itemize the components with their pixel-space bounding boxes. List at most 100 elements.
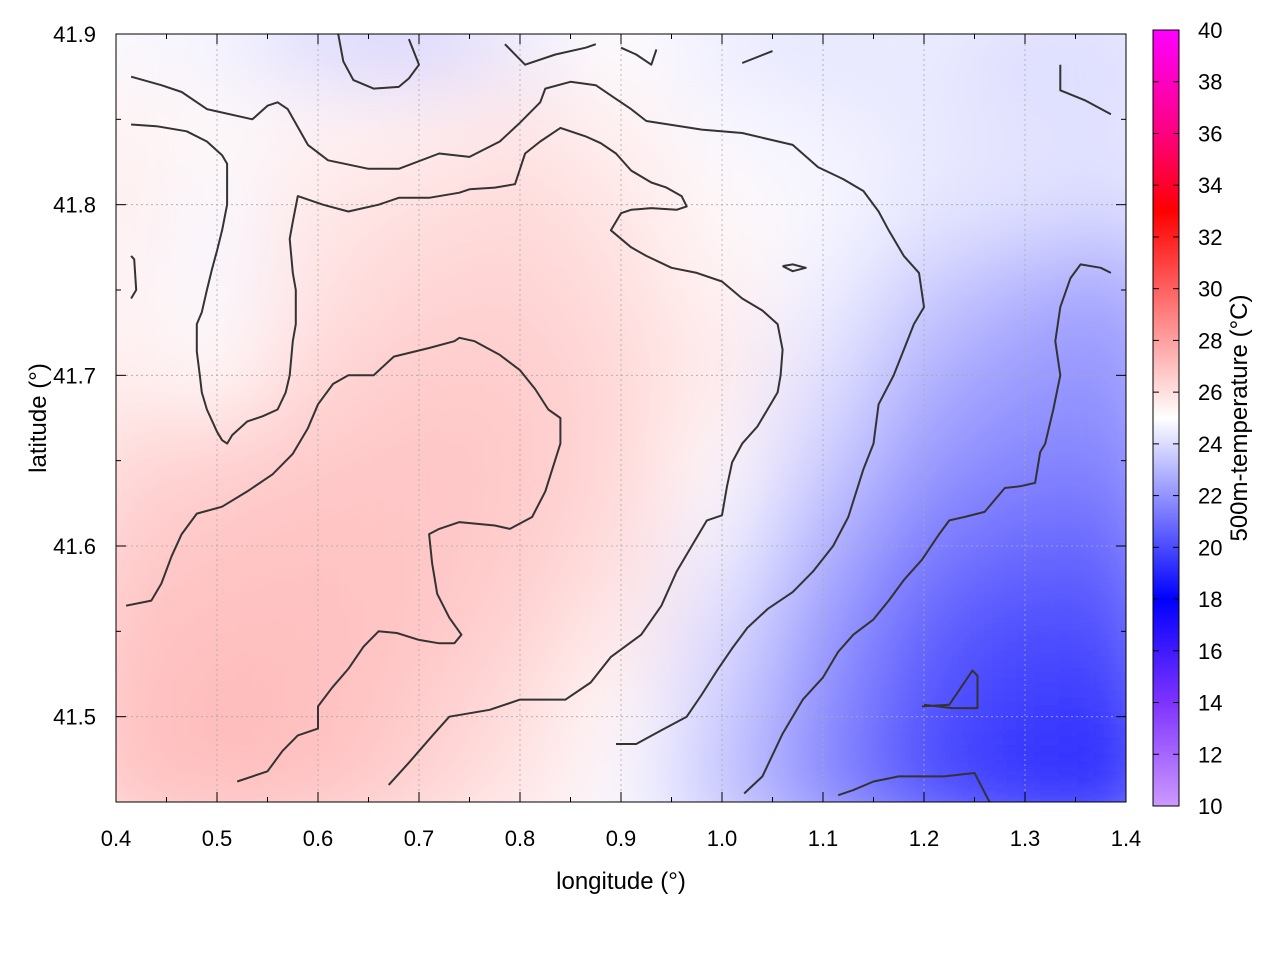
x-tick-label: 0.5: [202, 826, 233, 851]
heatmap-cell: [368, 162, 471, 249]
colorbar-tick-label: 30: [1198, 277, 1222, 302]
y-tick-label: 41.6: [53, 534, 96, 559]
heatmap-cell: [469, 418, 572, 505]
colorbar-tick-label: 22: [1198, 484, 1222, 509]
grid: [116, 34, 1126, 802]
heatmap-cell: [267, 503, 370, 590]
heatmap-cell: [974, 588, 1077, 675]
heatmap-cell: [873, 418, 976, 505]
heatmap-cell: [267, 247, 370, 334]
colorbar-tick-label: 18: [1198, 587, 1222, 612]
colorbar-tick-label: 16: [1198, 639, 1222, 664]
heatmap-cell: [974, 247, 1077, 334]
contour-lines: [125, 34, 1112, 802]
contour-line: [337, 34, 420, 90]
contour-line: [620, 46, 658, 66]
heatmap-cell: [671, 503, 774, 590]
heatmap-cell: [570, 418, 673, 505]
heatmap-cell: [368, 247, 471, 334]
y-axis: 41.5 41.6 41.7 41.8 41.9: [53, 22, 1126, 803]
heatmap-cell: [974, 503, 1077, 590]
heatmap-cell: [873, 76, 976, 163]
heatmap-cell: [469, 588, 572, 675]
contour-line: [743, 263, 1112, 795]
colorbar-tick-label: 12: [1198, 742, 1222, 767]
temperature-field: [116, 34, 1126, 802]
heatmap-cell: [974, 674, 1077, 761]
contour-line: [1059, 64, 1112, 116]
heatmap-cell: [570, 674, 673, 761]
x-tick-label: 1.1: [808, 826, 839, 851]
x-tick-label: 1.4: [1111, 826, 1142, 851]
heatmap-cell: [570, 162, 673, 249]
heatmap-cell: [267, 588, 370, 675]
colorbar-tick-label: 20: [1198, 535, 1222, 560]
heatmap-cell: [116, 34, 168, 78]
heatmap-cell: [772, 588, 875, 675]
heatmap-cell: [772, 332, 875, 419]
contour-line: [504, 43, 597, 66]
heatmap-cell: [368, 332, 471, 419]
heatmap-cell: [368, 503, 471, 590]
heatmap-cell: [873, 588, 976, 675]
colorbar-tick-label: 38: [1198, 70, 1222, 95]
colorbar: 10 12 14 16 18 20 22 24 26 28 30 32 34 36 38 40: [1152, 18, 1222, 819]
heatmap-cell: [116, 759, 168, 802]
heatmap-cell: [267, 76, 370, 163]
colorbar-tick-label: 26: [1198, 380, 1222, 405]
heatmap-cell: [772, 162, 875, 249]
colorbar-tick-label: 40: [1198, 18, 1222, 43]
heatmap-cell: [469, 247, 572, 334]
heatmap-cell: [469, 503, 572, 590]
colorbar-tick-label: 32: [1198, 225, 1222, 250]
heatmap-cell: [671, 162, 774, 249]
heatmap-cell: [671, 76, 774, 163]
heatmap-cell: [570, 76, 673, 163]
heatmap-cell: [166, 247, 269, 334]
heatmap-cell: [671, 674, 774, 761]
y-tick-label: 41.5: [53, 705, 96, 730]
x-tick-label: 1.3: [1010, 826, 1041, 851]
heatmap-cell: [772, 674, 875, 761]
heatmap-cell: [267, 418, 370, 505]
contour-line: [131, 123, 784, 786]
heatmap-cell: [873, 332, 976, 419]
heatmap-cell: [166, 588, 269, 675]
x-axis: 0.4 0.5 0.6 0.7 0.8 0.9 1.0 1.1 1.2 1.3 1.4: [101, 34, 1142, 851]
contour-line: [130, 75, 925, 745]
heatmap-cell: [166, 162, 269, 249]
contour-line: [837, 772, 991, 802]
heatmap-cell: [671, 247, 774, 334]
heatmap-cell: [671, 418, 774, 505]
heatmap-cell: [570, 247, 673, 334]
y-tick-label: 41.9: [53, 22, 96, 47]
heatmap-cell: [974, 162, 1077, 249]
heatmap-cell: [1075, 34, 1126, 78]
y-axis-label: latitude (°): [25, 363, 52, 473]
colorbar-tick-label: 14: [1198, 691, 1222, 716]
heatmap-cell: [166, 332, 269, 419]
heatmap-cell: [1075, 247, 1126, 334]
colorbar-tick-label: 28: [1198, 328, 1222, 353]
contour-line: [741, 50, 773, 64]
contour-line: [130, 255, 138, 300]
heatmap-cell: [116, 418, 168, 505]
heatmap-cell: [469, 162, 572, 249]
heatmap-cell: [166, 674, 269, 761]
heatmap-cell: [166, 503, 269, 590]
heatmap-cell: [873, 247, 976, 334]
colorbar-tick-label: 36: [1198, 121, 1222, 146]
x-tick-label: 0.6: [303, 826, 334, 851]
heatmap-cell: [772, 247, 875, 334]
colorbar-tick-label: 34: [1198, 173, 1222, 198]
x-tick-label: 0.8: [505, 826, 536, 851]
colorbar-label: 500m-temperature (°C): [1226, 294, 1253, 541]
x-tick-label: 1.0: [707, 826, 738, 851]
colorbar-tick-label: 24: [1198, 432, 1222, 457]
heatmap-cell: [671, 588, 774, 675]
heatmap-cell: [772, 76, 875, 163]
colorbar-ticks: 10 12 14 16 18 20 22 24 26 28 30 32 34 36 38 40: [1153, 18, 1222, 819]
heatmap-cell: [873, 503, 976, 590]
heatmap-cell: [116, 76, 168, 163]
heatmap-cell: [1075, 418, 1126, 505]
